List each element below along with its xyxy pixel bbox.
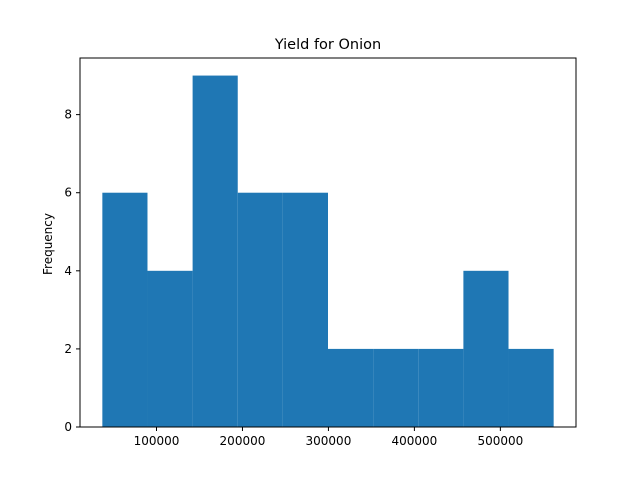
x-tick-label: 100000 xyxy=(134,434,180,448)
y-tick-label: 2 xyxy=(64,342,72,356)
histogram-bar-1 xyxy=(102,192,148,427)
y-tick-label: 6 xyxy=(64,186,72,200)
x-tick-label: 200000 xyxy=(220,434,266,448)
y-tick-label: 4 xyxy=(64,264,72,278)
histogram-bar-7 xyxy=(373,348,419,427)
y-tick-label: 0 xyxy=(64,420,72,434)
histogram-bar-8 xyxy=(418,348,464,427)
bars-layer xyxy=(102,75,554,427)
histogram-bar-2 xyxy=(147,270,193,427)
chart-title: Yield for Onion xyxy=(274,37,381,53)
histogram-bar-4 xyxy=(237,192,283,427)
x-tick-label: 400000 xyxy=(391,434,437,448)
histogram-bar-10 xyxy=(508,348,554,427)
histogram-bar-6 xyxy=(328,348,374,427)
y-tick-label: 8 xyxy=(64,108,72,122)
y-axis-label: Frequency xyxy=(41,213,55,275)
x-tick-label: 500000 xyxy=(477,434,523,448)
x-tick-label: 300000 xyxy=(306,434,352,448)
histogram-bar-3 xyxy=(192,75,238,427)
histogram-bar-5 xyxy=(282,192,328,427)
ticks-layer: 100000 200000 300000 400000 500000 0 2 4 6 8 xyxy=(64,108,523,448)
histogram-bar-9 xyxy=(463,270,509,427)
